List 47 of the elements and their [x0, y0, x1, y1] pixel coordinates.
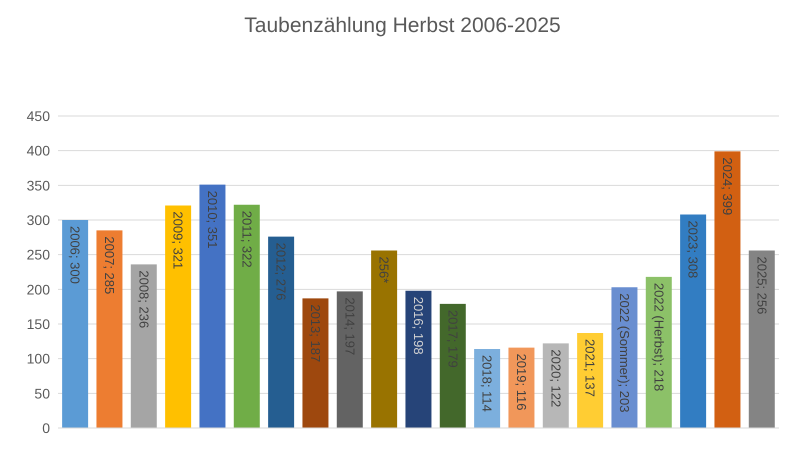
data-label: 2012; 276: [274, 242, 289, 300]
y-tick-label: 450: [26, 108, 50, 124]
y-tick-label: 350: [26, 177, 50, 194]
data-label: 2024; 399: [720, 157, 735, 216]
bar: [62, 220, 88, 428]
y-tick-label: 0: [42, 420, 50, 436]
y-tick-label: 300: [26, 212, 50, 228]
bar: [371, 250, 398, 428]
bar: [165, 205, 192, 428]
bar: [577, 333, 604, 428]
data-label: 2022 (Herbst); 218: [651, 282, 666, 392]
bar: [199, 184, 226, 428]
chart-title: Taubenzählung Herbst 2006-2025: [243, 13, 562, 39]
data-label: 2020; 122: [548, 349, 564, 408]
bar: [405, 290, 432, 428]
data-label: 2018; 114: [480, 354, 495, 412]
y-tick-label: 250: [26, 246, 50, 263]
y-tick-label: 100: [26, 350, 50, 367]
bar: [302, 298, 328, 428]
data-label: 2009; 321: [170, 211, 186, 270]
data-label: 2013; 187: [308, 304, 323, 362]
data-label: 2016; 198: [410, 296, 426, 355]
bar: [336, 291, 363, 428]
bar: [748, 250, 775, 428]
data-label: 2011; 322: [239, 210, 254, 268]
bar: [130, 264, 157, 428]
data-label: 2023; 308: [686, 220, 701, 278]
data-label: 2021; 137: [582, 339, 598, 397]
bar: [96, 230, 122, 428]
bar: [714, 151, 740, 428]
bar: [680, 214, 706, 428]
y-tick-label: 50: [34, 385, 50, 402]
bar: [542, 343, 569, 428]
data-label: 2010; 351: [204, 190, 220, 248]
y-tick-label: 150: [26, 316, 50, 332]
data-label: 2006; 300: [68, 226, 83, 284]
data-label: 2025; 256: [754, 256, 770, 314]
bar: [440, 304, 466, 428]
data-label: 2019; 116: [514, 354, 529, 410]
data-label: 2022 (Sommer); 203: [616, 293, 632, 412]
bar: [234, 204, 260, 428]
data-label: 2007; 285: [102, 236, 117, 294]
y-tick-label: 400: [26, 142, 50, 159]
data-label: 2008; 236: [136, 270, 152, 328]
y-tick-label: 200: [26, 281, 50, 298]
bar: [268, 236, 294, 428]
data-label: 256*: [376, 256, 392, 284]
